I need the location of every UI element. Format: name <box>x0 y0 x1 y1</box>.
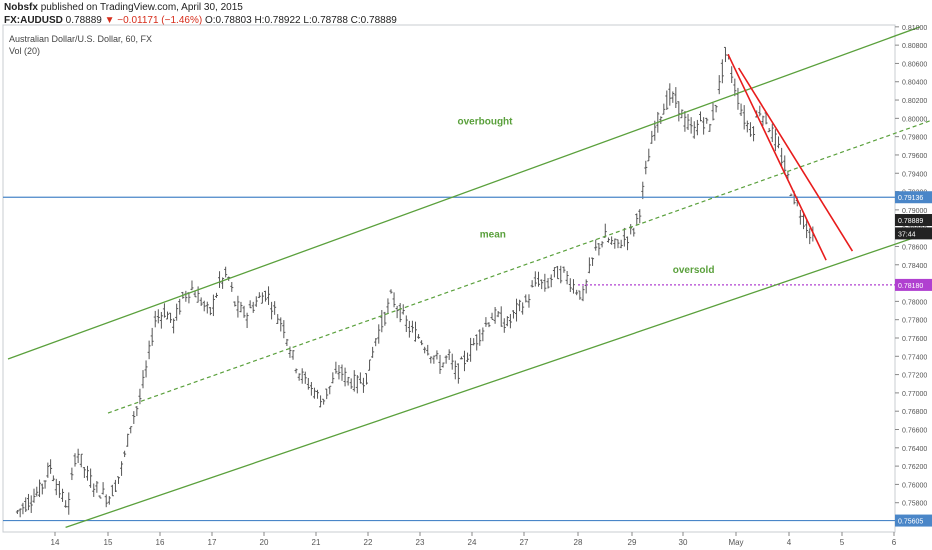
y-tick-label: 0.78400 <box>902 263 927 270</box>
x-tick-label: 29 <box>628 538 637 547</box>
high-value: H:0.78922 <box>254 15 301 26</box>
x-tick-label: 6 <box>892 538 897 547</box>
x-tick-label: 21 <box>312 538 321 547</box>
y-tick-label: 0.80400 <box>902 80 927 87</box>
x-tick-label: 20 <box>260 538 269 547</box>
price-tag <box>895 191 932 204</box>
x-tick-label: 16 <box>156 538 165 547</box>
y-tick-label: 0.79600 <box>902 153 927 160</box>
close-value: C:0.78889 <box>350 15 397 26</box>
y-tick-label: 0.75800 <box>902 501 927 508</box>
y-tick-label: 0.76600 <box>902 428 927 435</box>
x-tick-label: 17 <box>208 538 217 547</box>
channel-upper-line <box>7 26 921 360</box>
plot-frame <box>2 24 896 533</box>
x-tick-label: 4 <box>787 538 792 547</box>
annotations: overbought mean oversold <box>458 116 715 276</box>
y-tick-label: 0.77400 <box>902 354 927 361</box>
annotation-oversold: oversold <box>673 265 715 276</box>
price-axis[interactable]: 0.756000.758000.760000.762000.764000.766… <box>895 25 932 527</box>
y-tick-label: 0.77600 <box>902 336 927 343</box>
publish-line: Nobsfx published on TradingView.com, Apr… <box>4 1 397 14</box>
channel-lower-line <box>65 230 932 529</box>
current-price-label: 0.78889 <box>898 218 923 225</box>
grid <box>2 24 896 533</box>
x-tick-label: 14 <box>51 538 60 547</box>
annotation-overbought: overbought <box>458 116 514 127</box>
price-tag-label: 0.75605 <box>898 519 923 526</box>
y-tick-label: 0.81000 <box>902 25 927 32</box>
current-price-tag <box>895 214 932 227</box>
x-tick-label: 15 <box>104 538 113 547</box>
publish-info: published on TradingView.com, April 30, … <box>40 2 243 13</box>
y-tick-label: 0.76000 <box>902 482 927 489</box>
y-tick-label: 0.76400 <box>902 446 927 453</box>
drawings <box>3 26 932 529</box>
symbol-legend: Australian Dollar/U.S. Dollar, 60, FX <box>9 34 152 44</box>
quote-line: FX:AUDUSD 0.78889 ▼ −0.01171 (−1.46%) O:… <box>4 14 397 27</box>
symbol[interactable]: FX:AUDUSD <box>4 15 63 26</box>
annotation-mean: mean <box>480 229 506 240</box>
y-tick-label: 0.80800 <box>902 43 927 50</box>
author-name[interactable]: Nobsfx <box>4 2 38 13</box>
price-change: ▼ −0.01171 (−1.46%) <box>104 15 203 26</box>
y-tick-label: 0.80600 <box>902 61 927 68</box>
channel-mean-line <box>107 119 932 414</box>
current-price-tag <box>895 227 932 240</box>
volume-legend: Vol (20) <box>9 46 40 56</box>
y-tick-label: 0.77000 <box>902 391 927 398</box>
y-tick-label: 0.79400 <box>902 171 927 178</box>
y-tick-label: 0.79800 <box>902 135 927 142</box>
time-axis[interactable]: 14 15 16 17 20 21 22 23 24 27 28 29 30 May 4 5 6 <box>51 532 897 547</box>
y-tick-label: 0.78000 <box>902 299 927 306</box>
chart-header: Nobsfx published on TradingView.com, Apr… <box>4 1 397 27</box>
current-price-label: 37:44 <box>898 231 916 238</box>
y-tick-label: 0.79000 <box>902 208 927 215</box>
price-tag <box>895 278 932 291</box>
trend-line <box>727 53 827 261</box>
y-tick-label: 0.77200 <box>902 373 927 380</box>
x-tick-label: 22 <box>364 538 373 547</box>
price-tag-label: 0.78180 <box>898 283 923 290</box>
y-tick-label: 0.76800 <box>902 409 927 416</box>
price-tag <box>895 514 932 527</box>
y-tick-label: 0.76200 <box>902 464 927 471</box>
y-tick-label: 0.80000 <box>902 116 927 123</box>
trend-line <box>737 67 854 252</box>
last-price: 0.78889 <box>65 15 102 26</box>
open-value: O:0.78803 <box>204 15 252 26</box>
price-tag-label: 0.79136 <box>898 195 923 202</box>
x-tick-label: 24 <box>468 538 477 547</box>
x-tick-label: 23 <box>416 538 425 547</box>
y-tick-label: 0.80200 <box>902 98 927 105</box>
x-tick-label: 28 <box>574 538 583 547</box>
y-tick-label: 0.78600 <box>902 244 927 251</box>
candles <box>15 46 815 518</box>
low-value: L:0.78788 <box>303 15 348 26</box>
x-tick-label: 27 <box>520 538 529 547</box>
x-tick-label: May <box>728 538 743 547</box>
x-tick-label: 5 <box>840 538 845 547</box>
y-tick-label: 0.77800 <box>902 318 927 325</box>
x-tick-label: 30 <box>679 538 688 547</box>
